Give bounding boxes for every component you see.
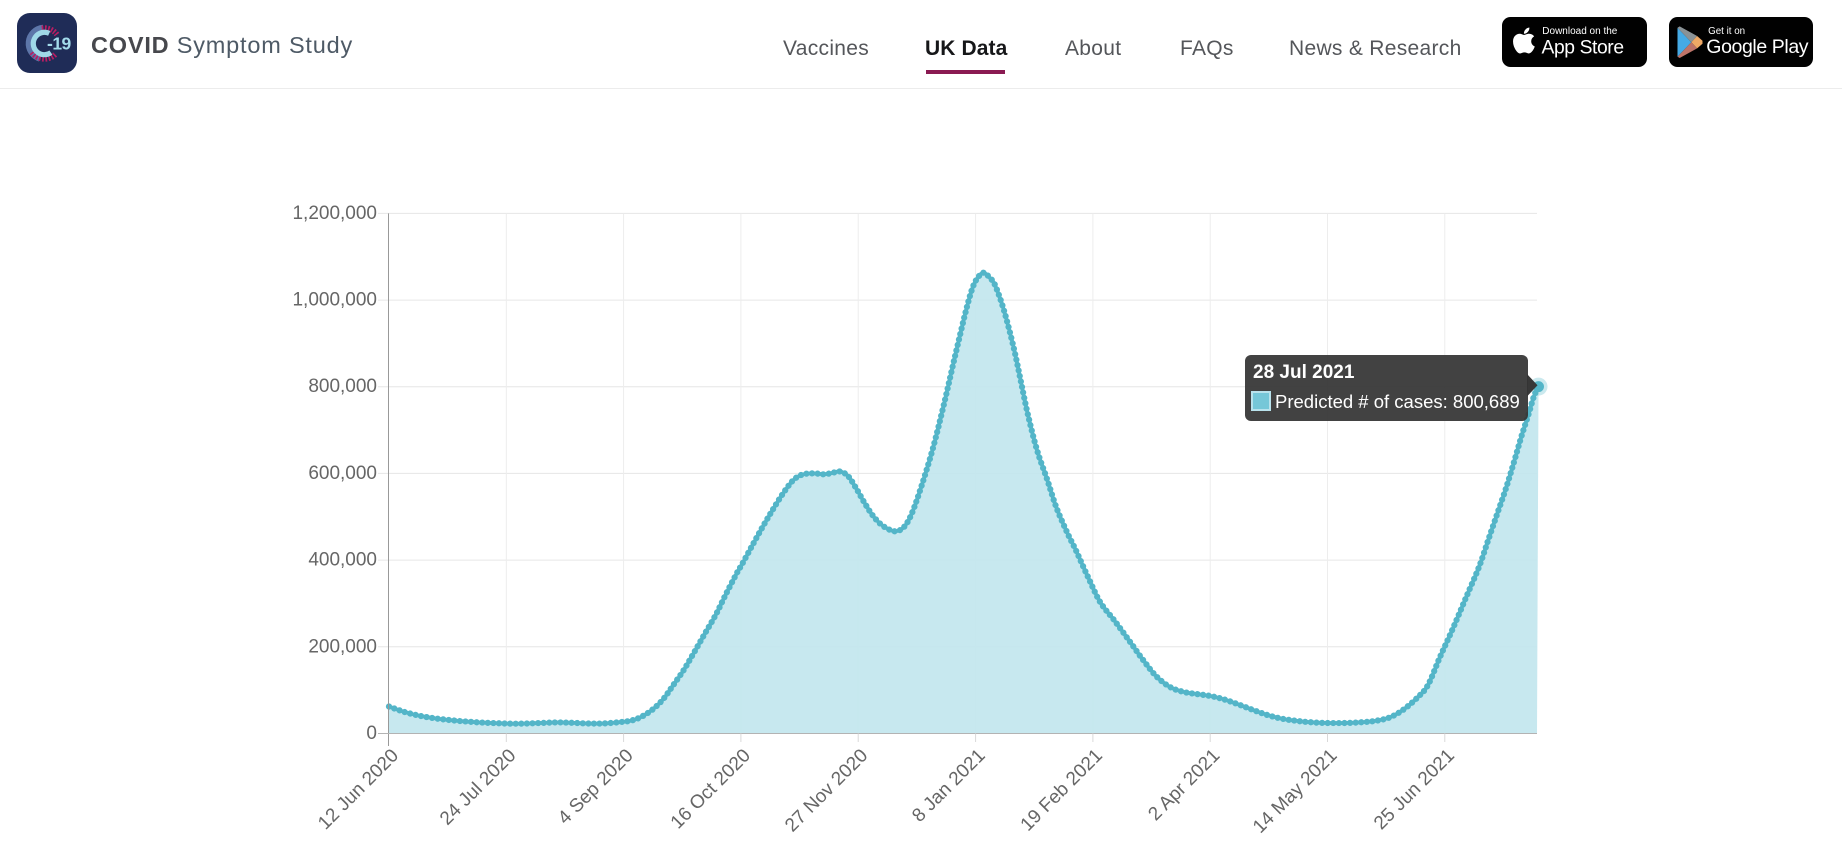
svg-text:25 Jun 2021: 25 Jun 2021 <box>1370 745 1459 834</box>
svg-text:-19: -19 <box>47 34 72 54</box>
svg-text:12 Jun 2020: 12 Jun 2020 <box>314 745 403 834</box>
svg-text:1,200,000: 1,200,000 <box>292 203 377 224</box>
svg-text:24 Jul 2020: 24 Jul 2020 <box>436 745 520 829</box>
svg-text:0: 0 <box>366 723 377 744</box>
svg-text:400,000: 400,000 <box>308 550 377 571</box>
svg-text:800,000: 800,000 <box>308 376 377 397</box>
svg-text:600,000: 600,000 <box>308 463 377 484</box>
svg-text:Download on the: Download on the <box>1542 26 1617 37</box>
svg-text:8 Jan 2021: 8 Jan 2021 <box>908 745 989 826</box>
svg-text:27 Nov 2020: 27 Nov 2020 <box>781 745 872 836</box>
svg-text:Get it on: Get it on <box>1708 26 1745 37</box>
svg-text:1,000,000: 1,000,000 <box>292 290 377 311</box>
svg-text:2 Apr 2021: 2 Apr 2021 <box>1144 745 1224 825</box>
svg-text:19 Feb 2021: 19 Feb 2021 <box>1017 745 1107 835</box>
svg-text:App Store: App Store <box>1542 37 1624 58</box>
svg-text:14 May 2021: 14 May 2021 <box>1249 745 1342 838</box>
svg-text:4 Sep 2020: 4 Sep 2020 <box>554 745 638 829</box>
svg-text:Google Play: Google Play <box>1706 36 1808 58</box>
svg-text:200,000: 200,000 <box>308 636 377 657</box>
svg-text:16 Oct 2020: 16 Oct 2020 <box>667 745 755 833</box>
